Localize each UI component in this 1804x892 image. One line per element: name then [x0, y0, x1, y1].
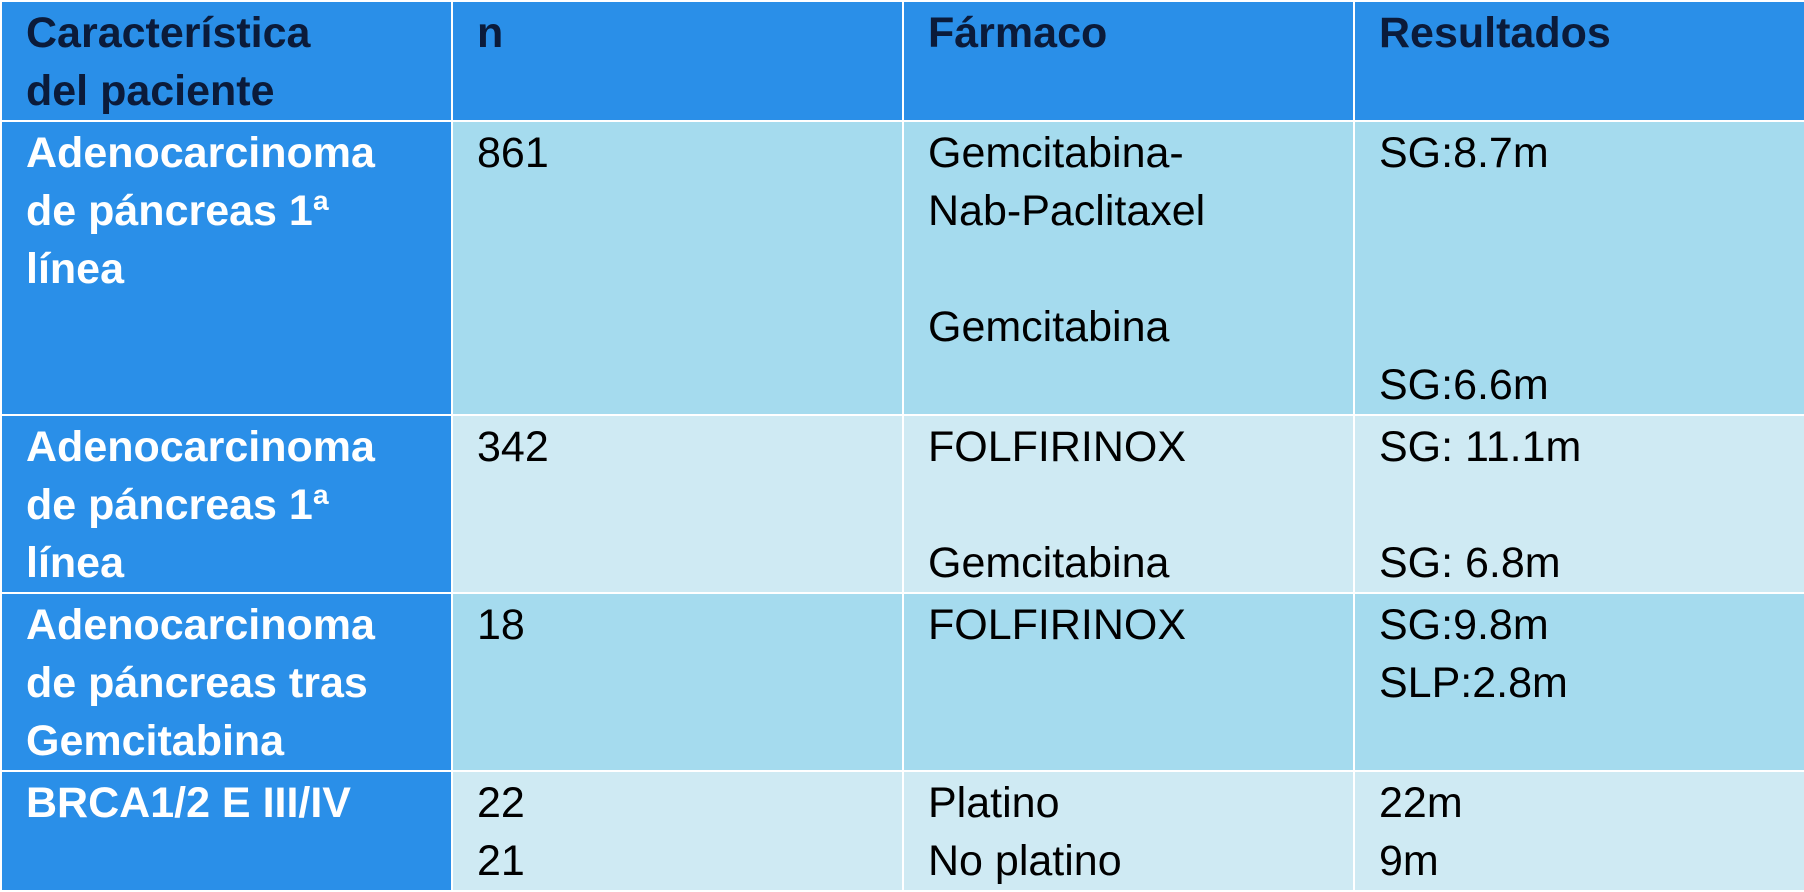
row-characteristic: Adenocarcinoma de páncreas tras Gemcitab… — [0, 592, 453, 772]
header-results-label: Resultados — [1379, 9, 1611, 57]
drug-line: Gemcitabina- — [928, 129, 1184, 177]
table-row: Adenocarcinoma de páncreas 1ª línea 861 … — [0, 120, 1804, 416]
row-results: SG:9.8m SLP:2.8m — [1353, 592, 1804, 772]
table-row: Adenocarcinoma de páncreas tras Gemcitab… — [0, 592, 1804, 772]
result-line: SG:8.7m — [1379, 129, 1549, 177]
characteristic-line: de páncreas 1ª — [26, 187, 329, 235]
characteristic-line: de páncreas 1ª — [26, 481, 329, 529]
drug-line: No platino — [928, 837, 1122, 885]
row-drug: FOLFIRINOX Gemcitabina — [902, 414, 1355, 594]
row-n: 22 21 — [451, 770, 904, 892]
row-results: SG:8.7m SG:6.6m — [1353, 120, 1804, 416]
characteristic-line: Adenocarcinoma — [26, 423, 375, 471]
characteristic-line: línea — [26, 245, 124, 293]
header-n-label: n — [477, 9, 504, 57]
row-results: SG: 11.1m SG: 6.8m — [1353, 414, 1804, 594]
row-drug: Gemcitabina- Nab-Paclitaxel Gemcitabina — [902, 120, 1355, 416]
row-characteristic: BRCA1/2 E III/IV — [0, 770, 453, 892]
row-characteristic: Adenocarcinoma de páncreas 1ª línea — [0, 414, 453, 594]
characteristic-line: de páncreas tras — [26, 659, 368, 707]
n-value: 18 — [477, 601, 525, 649]
row-n: 18 — [451, 592, 904, 772]
result-line: 9m — [1379, 837, 1439, 885]
result-line: SLP:2.8m — [1379, 659, 1568, 707]
header-row: Característica del paciente n Fármaco Re… — [0, 0, 1804, 122]
header-characteristic-line: Característica — [26, 9, 311, 57]
row-n: 861 — [451, 120, 904, 416]
n-value: 861 — [477, 129, 549, 177]
drug-line: Gemcitabina — [928, 303, 1170, 351]
row-n: 342 — [451, 414, 904, 594]
row-drug: Platino No platino — [902, 770, 1355, 892]
result-line: SG: 11.1m — [1379, 423, 1582, 471]
characteristic-line: BRCA1/2 E III/IV — [26, 779, 351, 827]
drug-line: FOLFIRINOX — [928, 601, 1187, 649]
n-value: 22 — [477, 779, 525, 827]
header-characteristic-line: del paciente — [26, 67, 275, 115]
result-line: 22m — [1379, 779, 1463, 827]
header-n: n — [451, 0, 904, 122]
drug-line: FOLFIRINOX — [928, 423, 1187, 471]
result-line: SG:9.8m — [1379, 601, 1549, 649]
row-results: 22m 9m — [1353, 770, 1804, 892]
header-drug-label: Fármaco — [928, 9, 1108, 57]
drug-line: Platino — [928, 779, 1060, 827]
table-row: BRCA1/2 E III/IV 22 21 Platino No platin… — [0, 770, 1804, 892]
drug-line: Nab-Paclitaxel — [928, 187, 1206, 235]
drug-line: Gemcitabina — [928, 539, 1170, 587]
table-row: Adenocarcinoma de páncreas 1ª línea 342 … — [0, 414, 1804, 594]
characteristic-line: Gemcitabina — [26, 717, 285, 765]
header-characteristic: Característica del paciente — [0, 0, 453, 122]
row-drug: FOLFIRINOX — [902, 592, 1355, 772]
characteristic-line: Adenocarcinoma — [26, 129, 375, 177]
header-results: Resultados — [1353, 0, 1804, 122]
row-characteristic: Adenocarcinoma de páncreas 1ª línea — [0, 120, 453, 416]
characteristic-line: línea — [26, 539, 124, 587]
n-value: 342 — [477, 423, 549, 471]
n-value: 21 — [477, 837, 525, 885]
characteristic-line: Adenocarcinoma — [26, 601, 375, 649]
header-drug: Fármaco — [902, 0, 1355, 122]
result-line: SG:6.6m — [1379, 361, 1549, 409]
result-line: SG: 6.8m — [1379, 539, 1561, 587]
